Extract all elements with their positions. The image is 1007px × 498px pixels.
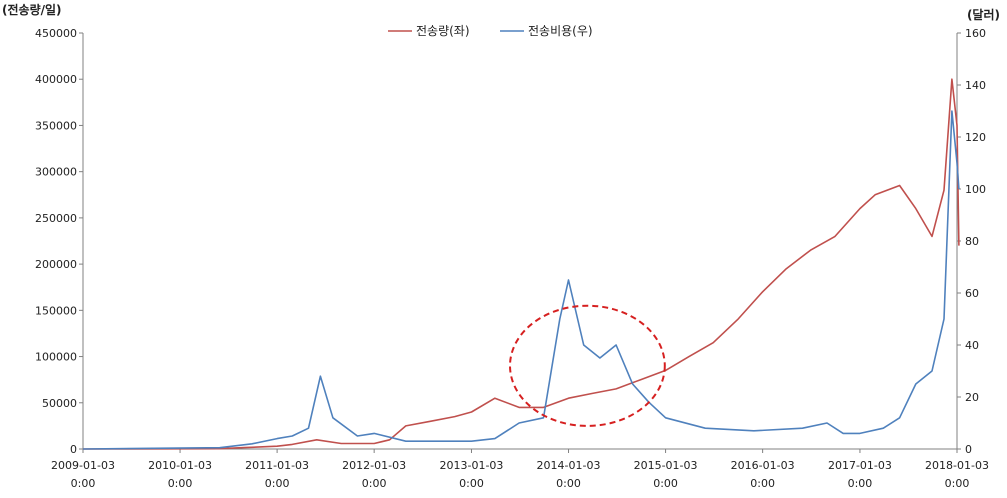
y-left-tick-label: 450000 (35, 27, 77, 40)
x-tick-label-time: 0:00 (750, 477, 775, 490)
x-tick-label-date: 2010-01-03 (148, 459, 212, 472)
x-tick-label-date: 2016-01-03 (731, 459, 795, 472)
y-left-tick-label: 50000 (42, 397, 77, 410)
y-left-tick-label: 350000 (35, 119, 77, 132)
y-right-unit-label: (달러) (967, 7, 1000, 22)
x-tick-label-time: 0:00 (71, 477, 96, 490)
legend: 전송량(좌) 전송비용(우) (388, 24, 593, 38)
x-tick-label-time: 0:00 (848, 477, 873, 490)
y-right-tick-label: 0 (965, 443, 972, 456)
y-right-tick-label: 60 (965, 287, 979, 300)
legend-label-transfer-cost: 전송비용(우) (528, 24, 593, 38)
y-left-unit-label: (전송량/일) (2, 2, 62, 17)
x-tick-label-date: 2017-01-03 (828, 459, 892, 472)
x-tick-label-date: 2013-01-03 (440, 459, 504, 472)
series-layer (82, 78, 960, 450)
y-left-tick-label: 150000 (35, 304, 77, 317)
x-tick-label-date: 2014-01-03 (537, 459, 601, 472)
y-right-tick-label: 40 (965, 339, 979, 352)
x-tick-label-time: 0:00 (168, 477, 193, 490)
y-left-tick-label: 300000 (35, 166, 77, 179)
x-tick-label-date: 2011-01-03 (245, 459, 309, 472)
x-tick-label-time: 0:00 (459, 477, 484, 490)
x-tick-label-time: 0:00 (265, 477, 290, 490)
series-line-transfer-volume (82, 78, 960, 450)
y-left-tick-label: 250000 (35, 212, 77, 225)
y-right-tick-label: 20 (965, 391, 979, 404)
x-tick-label-date: 2012-01-03 (342, 459, 406, 472)
y-right-tick-label: 100 (965, 183, 986, 196)
legend-label-transfer-volume: 전송량(좌) (416, 24, 470, 38)
y-right-tick-label: 80 (965, 235, 979, 248)
y-left-tick-label: 0 (70, 443, 77, 456)
y-right-tick-label: 140 (965, 79, 986, 92)
y-left-tick-label: 200000 (35, 258, 77, 271)
y-right-tick-label: 120 (965, 131, 986, 144)
x-tick-label-date: 2018-01-03 (925, 459, 989, 472)
x-tick-label-time: 0:00 (362, 477, 387, 490)
series-line-transfer-cost (82, 110, 960, 450)
y-left-tick-label: 400000 (35, 73, 77, 86)
x-tick-label-time: 0:00 (945, 477, 970, 490)
y-left-tick-label: 100000 (35, 351, 77, 364)
y-right-tick-label: 160 (965, 27, 986, 40)
x-tick-label-date: 2015-01-03 (634, 459, 698, 472)
x-tick-label-time: 0:00 (556, 477, 581, 490)
x-tick-label-date: 2009-01-03 (51, 459, 115, 472)
axes: 0 50000 100000 150000 200000 250000 300000 3500… (35, 27, 989, 490)
x-tick-label-time: 0:00 (653, 477, 678, 490)
highlight-ellipse (509, 304, 666, 427)
